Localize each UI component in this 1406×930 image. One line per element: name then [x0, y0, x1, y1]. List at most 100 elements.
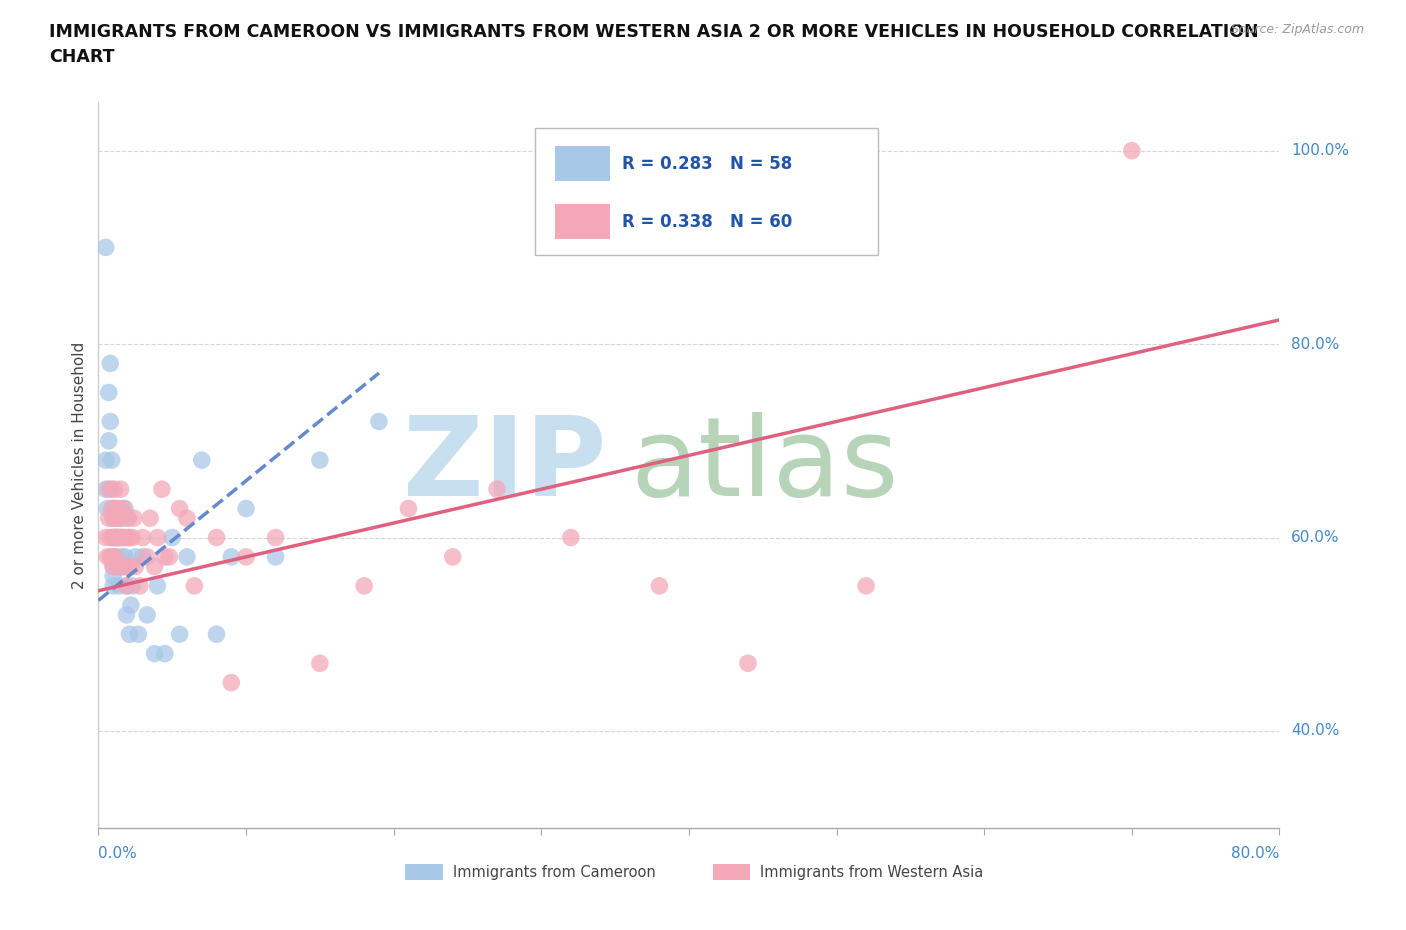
- Point: [103, 511, 125, 525]
- Point: [98, 550, 121, 565]
- Point: [112, 530, 135, 545]
- Point: [103, 511, 125, 525]
- Point: [111, 530, 134, 545]
- Point: [100, 501, 122, 516]
- Point: [108, 559, 131, 574]
- Point: [120, 559, 142, 574]
- Point: [353, 578, 375, 593]
- Point: [115, 578, 138, 593]
- Point: [169, 501, 191, 516]
- Point: [97, 385, 120, 400]
- Text: 40.0%: 40.0%: [1291, 724, 1340, 738]
- Point: [368, 414, 391, 429]
- Point: [153, 646, 176, 661]
- Point: [107, 530, 129, 545]
- Text: R = 0.338   N = 60: R = 0.338 N = 60: [621, 213, 792, 231]
- Point: [104, 501, 127, 516]
- Point: [94, 482, 117, 497]
- Point: [110, 511, 132, 525]
- Point: [103, 530, 125, 545]
- Point: [108, 530, 131, 545]
- Point: [117, 530, 139, 545]
- FancyBboxPatch shape: [713, 864, 751, 880]
- Text: 80.0%: 80.0%: [1232, 846, 1279, 861]
- Point: [111, 511, 134, 525]
- Point: [100, 550, 122, 565]
- Point: [486, 482, 509, 497]
- Point: [560, 530, 582, 545]
- Point: [114, 559, 136, 574]
- Point: [441, 550, 464, 565]
- Point: [127, 627, 149, 642]
- Point: [96, 501, 118, 516]
- Point: [124, 550, 146, 565]
- Point: [108, 578, 131, 593]
- Point: [97, 511, 120, 525]
- Point: [98, 356, 121, 371]
- Point: [98, 530, 121, 545]
- Point: [107, 511, 129, 525]
- Text: 0.0%: 0.0%: [98, 846, 138, 861]
- Point: [176, 550, 198, 565]
- Point: [153, 550, 176, 565]
- Point: [94, 530, 117, 545]
- Point: [128, 578, 150, 593]
- Text: atlas: atlas: [630, 411, 898, 519]
- FancyBboxPatch shape: [405, 864, 443, 880]
- Point: [105, 550, 128, 565]
- Point: [205, 627, 228, 642]
- Point: [114, 530, 136, 545]
- Point: [115, 578, 138, 593]
- Point: [150, 482, 173, 497]
- FancyBboxPatch shape: [555, 204, 610, 239]
- Point: [264, 530, 287, 545]
- Point: [648, 578, 671, 593]
- Point: [110, 501, 132, 516]
- Point: [94, 453, 117, 468]
- Point: [114, 501, 136, 516]
- Text: 100.0%: 100.0%: [1291, 143, 1350, 158]
- Text: 80.0%: 80.0%: [1291, 337, 1340, 352]
- Point: [96, 550, 118, 565]
- Y-axis label: 2 or more Vehicles in Household: 2 or more Vehicles in Household: [72, 341, 87, 589]
- Point: [309, 453, 332, 468]
- Point: [104, 482, 127, 497]
- Point: [398, 501, 420, 516]
- Point: [98, 414, 121, 429]
- Point: [146, 530, 169, 545]
- Point: [737, 656, 759, 671]
- Point: [108, 559, 131, 574]
- Point: [183, 578, 205, 593]
- Point: [132, 550, 155, 565]
- Text: CHART: CHART: [49, 48, 115, 66]
- Point: [235, 550, 257, 565]
- Point: [139, 511, 162, 525]
- Point: [103, 530, 125, 545]
- Point: [221, 675, 243, 690]
- Point: [103, 501, 125, 516]
- Point: [103, 559, 125, 574]
- Point: [309, 656, 332, 671]
- Point: [107, 511, 129, 525]
- Point: [115, 607, 138, 622]
- Point: [103, 578, 125, 593]
- Point: [105, 550, 128, 565]
- Text: ZIP: ZIP: [404, 411, 606, 519]
- Text: 60.0%: 60.0%: [1291, 530, 1340, 545]
- Point: [205, 530, 228, 545]
- Point: [107, 559, 129, 574]
- Point: [162, 530, 183, 545]
- Point: [97, 433, 120, 448]
- Point: [105, 501, 128, 516]
- FancyBboxPatch shape: [536, 127, 877, 255]
- Point: [146, 578, 169, 593]
- Point: [114, 550, 136, 565]
- Point: [110, 559, 132, 574]
- Point: [855, 578, 877, 593]
- Point: [107, 530, 129, 545]
- Point: [264, 550, 287, 565]
- Point: [111, 550, 134, 565]
- Text: Immigrants from Cameroon: Immigrants from Cameroon: [453, 865, 655, 880]
- Point: [157, 550, 180, 565]
- Point: [112, 559, 135, 574]
